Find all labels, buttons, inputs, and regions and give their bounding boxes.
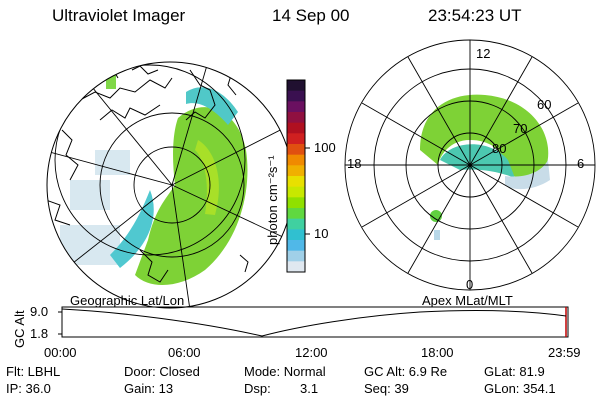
geographic-map bbox=[46, 61, 294, 309]
instrument-title: Ultraviolet Imager bbox=[52, 6, 186, 25]
color-scale-bar bbox=[287, 80, 305, 273]
colorbar-segment bbox=[287, 186, 305, 198]
lat-label-60: 60 bbox=[537, 97, 552, 112]
ip-status: IP: 36.0 bbox=[6, 381, 51, 396]
xtick-0600: 06:00 bbox=[168, 345, 201, 360]
colorbar-segment bbox=[287, 133, 305, 145]
altitude-ytick-high: 9.0 bbox=[30, 304, 49, 319]
lat-label-80: 80 bbox=[492, 141, 507, 156]
apex-polar-map bbox=[344, 39, 596, 291]
mode-status: Mode: Normal bbox=[244, 364, 326, 379]
lat-label-70: 70 bbox=[513, 121, 528, 136]
colorbar-segment bbox=[287, 144, 305, 156]
altitude-plot bbox=[58, 306, 569, 338]
xtick-2359: 23:59 bbox=[548, 345, 581, 360]
colorbar-unit: photon cm⁻²s⁻¹ bbox=[265, 155, 280, 245]
colorbar-segment bbox=[287, 90, 305, 102]
altitude-curve bbox=[61, 308, 567, 337]
mlt-label-0: 0 bbox=[466, 277, 474, 292]
glon-status: GLon: 354.1 bbox=[484, 381, 556, 396]
door-status: Door: Closed bbox=[124, 364, 200, 379]
mlt-label-12: 12 bbox=[476, 46, 491, 61]
dsp-label: Dsp: bbox=[244, 381, 271, 396]
altitude-ylabel: GC Alt bbox=[12, 310, 27, 348]
left-aurora bbox=[135, 107, 248, 286]
colorbar-segment bbox=[287, 122, 305, 134]
mlt-label-6: 6 bbox=[577, 156, 585, 171]
colorbar-segment bbox=[287, 218, 305, 230]
time-label: 23:54:23 UT bbox=[428, 6, 522, 25]
colorbar-segment bbox=[287, 208, 305, 220]
colorbar-segment bbox=[287, 176, 305, 188]
xtick-0000: 00:00 bbox=[44, 345, 77, 360]
left-speckle bbox=[60, 150, 130, 265]
gain-status: Gain: 13 bbox=[124, 381, 174, 396]
gc-alt-status: GC Alt: 6.9 Re bbox=[364, 364, 448, 379]
colorbar-segment bbox=[287, 101, 305, 113]
colorbar-segment bbox=[287, 112, 305, 124]
xtick-1800: 18:00 bbox=[421, 345, 454, 360]
colorbar-segment bbox=[287, 80, 305, 92]
date-label: 14 Sep 00 bbox=[272, 6, 350, 25]
colorbar-tick-10: 10 bbox=[314, 226, 329, 241]
glat-status: GLat: 81.9 bbox=[484, 364, 545, 379]
colorbar-segment bbox=[287, 240, 305, 252]
colorbar-segment bbox=[287, 250, 305, 262]
colorbar-tick-100: 100 bbox=[314, 140, 336, 155]
colorbar-segment bbox=[287, 261, 305, 273]
mlt-label-18: 18 bbox=[347, 156, 362, 171]
colorbar-segment bbox=[287, 165, 305, 177]
xtick-1200: 12:00 bbox=[295, 345, 328, 360]
apex-caption: Apex MLat/MLT bbox=[422, 293, 513, 308]
seq-status: Seq: 39 bbox=[364, 381, 409, 396]
colorbar-segment bbox=[287, 154, 305, 166]
colorbar-segment bbox=[287, 197, 305, 209]
colorbar-segment bbox=[287, 229, 305, 241]
altitude-ytick-low: 1.8 bbox=[30, 326, 49, 341]
dsp-value: 3.1 bbox=[300, 381, 319, 396]
coastlines bbox=[47, 62, 249, 283]
filter-status: Flt: LBHL bbox=[6, 364, 61, 379]
geographic-caption: Geographic Lat/Lon bbox=[70, 293, 185, 308]
